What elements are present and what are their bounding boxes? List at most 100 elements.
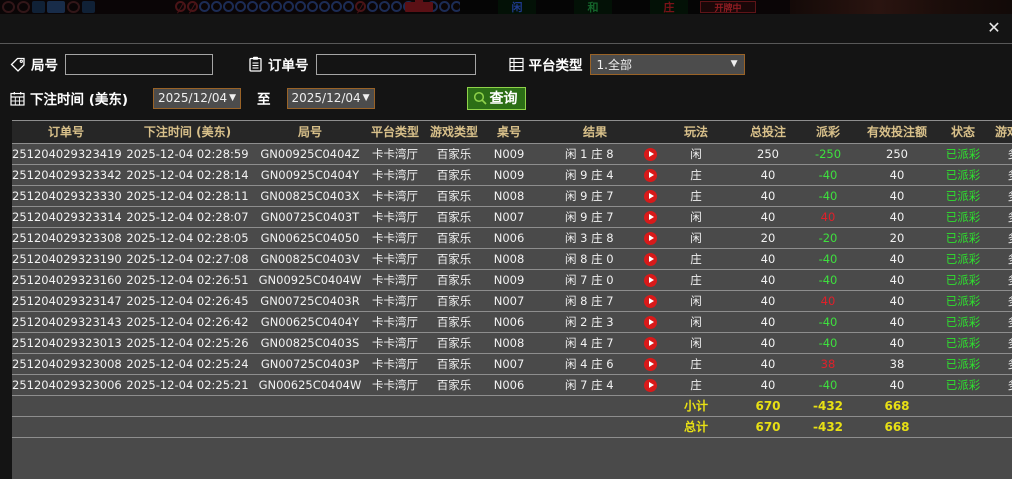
col-table-no[interactable]: 桌号 bbox=[483, 121, 535, 144]
order-no-label-group: 订单号 bbox=[248, 54, 309, 74]
result-text: 闲 4 庄 7 bbox=[565, 335, 614, 350]
col-game-mode[interactable]: 游戏模式 bbox=[989, 121, 1012, 144]
roadmap-bead bbox=[355, 1, 366, 12]
play-video-icon[interactable] bbox=[643, 231, 657, 245]
cell-round-no: GN00925C0404W bbox=[255, 269, 365, 291]
cell-bet-time: 2025-12-04 02:28:14 bbox=[120, 164, 255, 186]
play-video-icon[interactable] bbox=[643, 147, 657, 161]
col-order-no[interactable]: 订单号 bbox=[12, 121, 120, 144]
table-row[interactable]: 251204029323160 2025-12-04 02:26:51 GN0092… bbox=[12, 269, 1012, 291]
cell-bet-type: 闲 bbox=[655, 143, 737, 165]
cell-valid-bet: 40 bbox=[857, 164, 937, 186]
round-no-input[interactable] bbox=[65, 53, 213, 75]
table-row[interactable]: 251204029323330 2025-12-04 02:28:11 GN0082… bbox=[12, 185, 1012, 207]
cell-table-no: N009 bbox=[483, 143, 535, 165]
chevron-down-icon: ▼ bbox=[730, 59, 738, 69]
table-row[interactable]: 251204029323342 2025-12-04 02:28:14 GN0092… bbox=[12, 164, 1012, 186]
play-video-icon[interactable] bbox=[643, 336, 657, 350]
date-to-picker[interactable]: 2025/12/04 ▼ bbox=[286, 87, 375, 109]
platform-type-select[interactable]: 1.全部 ▼ bbox=[589, 53, 745, 75]
bg-square-icon bbox=[82, 1, 95, 13]
cell-result: 闲 7 庄 4 bbox=[535, 374, 657, 396]
cell-result: 闲 8 庄 0 bbox=[535, 248, 657, 270]
summary-spacer bbox=[535, 395, 655, 417]
cell-result: 闲 1 庄 8 bbox=[535, 143, 657, 165]
col-status[interactable]: 状态 bbox=[937, 121, 989, 144]
col-total-bet[interactable]: 总投注 bbox=[737, 121, 799, 144]
play-video-icon[interactable] bbox=[643, 378, 657, 392]
table-row[interactable]: 251204029323190 2025-12-04 02:27:08 GN0082… bbox=[12, 248, 1012, 270]
cell-status: 已派彩 bbox=[937, 248, 989, 270]
col-bet-time[interactable]: 下注时间 (美东) bbox=[120, 121, 255, 144]
cell-bet-type: 庄 bbox=[655, 185, 737, 207]
date-from-value: 2025/12/04 bbox=[158, 91, 228, 105]
col-platform[interactable]: 平台类型 bbox=[365, 121, 425, 144]
play-video-icon[interactable] bbox=[643, 189, 657, 203]
table-row[interactable]: 251204029323419 2025-12-04 02:28:59 GN0092… bbox=[12, 143, 1012, 165]
cell-order-no: 251204029323314 bbox=[12, 206, 122, 228]
table-row[interactable]: 251204029323314 2025-12-04 02:28:07 GN0072… bbox=[12, 206, 1012, 228]
cell-total-bet: 40 bbox=[737, 206, 799, 228]
table-row[interactable]: 251204029323147 2025-12-04 02:26:45 GN0072… bbox=[12, 290, 1012, 312]
col-valid-bet[interactable]: 有效投注额 bbox=[857, 121, 937, 144]
bg-circle-icon bbox=[67, 1, 80, 13]
bg-circle-icon bbox=[2, 1, 15, 13]
close-icon[interactable]: ✕ bbox=[987, 18, 1001, 37]
bg-square-icon bbox=[47, 1, 65, 13]
play-video-icon[interactable] bbox=[643, 252, 657, 266]
summary-spacer bbox=[937, 416, 989, 438]
cell-round-no: GN00825C0403X bbox=[255, 185, 365, 207]
cell-payout: -40 bbox=[799, 332, 857, 354]
play-video-icon[interactable] bbox=[643, 315, 657, 329]
play-video-icon[interactable] bbox=[643, 357, 657, 371]
table-row[interactable]: 251204029323308 2025-12-04 02:28:05 GN0062… bbox=[12, 227, 1012, 249]
summary-total-bet: 670 bbox=[737, 416, 799, 438]
cell-game-mode: 多台 bbox=[989, 185, 1012, 207]
play-video-icon[interactable] bbox=[643, 168, 657, 182]
summary-spacer bbox=[12, 416, 120, 438]
query-button[interactable]: 查询 bbox=[466, 86, 526, 110]
summary-label: 总计 bbox=[655, 416, 737, 438]
cell-bet-type: 闲 bbox=[655, 311, 737, 333]
col-payout[interactable]: 派彩 bbox=[799, 121, 857, 144]
play-video-icon[interactable] bbox=[643, 210, 657, 224]
cell-order-no: 251204029323013 bbox=[12, 332, 122, 354]
cell-order-no: 251204029323147 bbox=[12, 290, 122, 312]
col-bet-type[interactable]: 玩法 bbox=[655, 121, 737, 144]
table-row[interactable]: 251204029323008 2025-12-04 02:25:24 GN0072… bbox=[12, 353, 1012, 375]
date-from-picker[interactable]: 2025/12/04 ▼ bbox=[153, 87, 242, 109]
cell-table-no: N007 bbox=[483, 353, 535, 375]
roadmap-bead bbox=[223, 1, 234, 12]
play-video-icon[interactable] bbox=[643, 294, 657, 308]
cell-bet-type: 庄 bbox=[655, 164, 737, 186]
result-text: 闲 7 庄 0 bbox=[565, 272, 614, 287]
roadmap-bead bbox=[175, 1, 186, 12]
roadmap-bead bbox=[319, 1, 330, 12]
cell-bet-type: 闲 bbox=[655, 227, 737, 249]
order-no-input[interactable] bbox=[315, 53, 476, 75]
cell-platform: 卡卡湾厅 bbox=[365, 311, 425, 333]
cell-order-no: 251204029323006 bbox=[12, 374, 122, 396]
cell-round-no: GN00825C0403S bbox=[255, 332, 365, 354]
cell-game-mode: 多台 bbox=[989, 206, 1012, 228]
play-video-icon[interactable] bbox=[643, 273, 657, 287]
cell-total-bet: 40 bbox=[737, 185, 799, 207]
table-row[interactable]: 251204029323006 2025-12-04 02:25:21 GN0062… bbox=[12, 374, 1012, 396]
cell-result: 闲 4 庄 7 bbox=[535, 332, 657, 354]
col-game-type[interactable]: 游戏类型 bbox=[425, 121, 483, 144]
cell-platform: 卡卡湾厅 bbox=[365, 206, 425, 228]
cell-bet-time: 2025-12-04 02:27:08 bbox=[120, 248, 255, 270]
cell-payout: -40 bbox=[799, 269, 857, 291]
cell-total-bet: 40 bbox=[737, 374, 799, 396]
table-row[interactable]: 251204029323143 2025-12-04 02:26:42 GN0062… bbox=[12, 311, 1012, 333]
col-result[interactable]: 结果 bbox=[535, 121, 655, 144]
filter-row-1: 局号 订单号 平台类型 1.全部 bbox=[0, 50, 1012, 78]
platform-type-label: 平台类型 bbox=[528, 58, 583, 74]
result-text: 闲 8 庄 7 bbox=[565, 293, 614, 308]
cell-platform: 卡卡湾厅 bbox=[365, 374, 425, 396]
col-round-no[interactable]: 局号 bbox=[255, 121, 365, 144]
bg-cell-banker: 庄 bbox=[650, 0, 688, 14]
table-row[interactable]: 251204029323013 2025-12-04 02:25:26 GN0082… bbox=[12, 332, 1012, 354]
cell-valid-bet: 40 bbox=[857, 185, 937, 207]
roadmap-bead bbox=[439, 1, 450, 12]
